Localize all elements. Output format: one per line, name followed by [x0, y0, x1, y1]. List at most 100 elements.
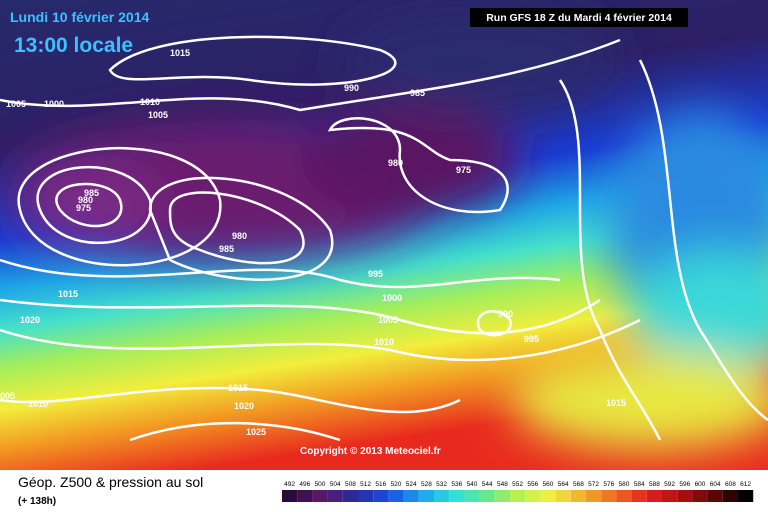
scale-label: 592 — [664, 481, 675, 488]
scale-swatch — [510, 490, 526, 502]
isobar-label: 975 — [76, 203, 91, 213]
scale-label: 564 — [558, 481, 569, 488]
scale-label: 572 — [588, 481, 599, 488]
isobar-label: 1015 — [606, 398, 626, 408]
scale-swatch — [555, 490, 571, 502]
isobar-label: 1020 — [20, 315, 40, 325]
scale-label: 516 — [375, 481, 386, 488]
scale-swatch — [388, 490, 404, 502]
run-box — [470, 8, 688, 27]
scale-swatch — [373, 490, 389, 502]
scale-swatch — [662, 490, 678, 502]
scale-label: 500 — [315, 481, 326, 488]
isobar-label: 1010 — [374, 337, 394, 347]
isobars — [0, 35, 768, 442]
scale-swatch — [646, 490, 662, 502]
isobar-label: 985 — [84, 188, 99, 198]
isobar-label: 975 — [456, 165, 471, 175]
scale-label: 508 — [345, 481, 356, 488]
scale-swatch — [403, 490, 419, 502]
isobar-label: 980 — [232, 231, 247, 241]
scale-swatch — [449, 490, 465, 502]
scale-label: 556 — [527, 481, 538, 488]
isobar-label: 1015 — [228, 383, 248, 393]
scale-swatch — [586, 490, 602, 502]
scale-swatch — [707, 490, 723, 502]
scale-swatch — [418, 490, 434, 502]
isobar-label: 1010 — [28, 399, 48, 409]
isobar-label: 980 — [388, 158, 403, 168]
legend-lead: (+ 138h) — [18, 496, 56, 507]
scale-swatch — [631, 490, 647, 502]
field — [0, 0, 768, 470]
scale-label: 496 — [299, 481, 310, 488]
scale-label: 580 — [619, 481, 630, 488]
isobar-label: 990 — [498, 309, 513, 319]
isobar-label: 985 — [410, 88, 425, 98]
scale-label: 608 — [725, 481, 736, 488]
scale-label: 544 — [482, 481, 493, 488]
scale-swatch — [494, 490, 510, 502]
scale-label: 536 — [451, 481, 462, 488]
scale-swatch — [677, 490, 693, 502]
isobar-label: 980 — [78, 195, 93, 205]
color-scale: 492 496 500 504 508 512 516 520 524 528 532 536 540 5… — [282, 481, 754, 502]
scale-label: 548 — [497, 481, 508, 488]
scale-swatch — [479, 490, 495, 502]
isobar-label: 1005 — [378, 315, 398, 325]
isobar-label: 995 — [368, 269, 383, 279]
scale-label: 504 — [330, 481, 341, 488]
scale-swatch — [358, 490, 374, 502]
map-time: 13:00 locale — [14, 34, 133, 57]
scale-swatch — [570, 490, 586, 502]
scale-label: 588 — [649, 481, 660, 488]
isobar-label: 1020 — [234, 401, 254, 411]
scale-swatch — [601, 490, 617, 502]
isobar-label: 1000 — [44, 99, 64, 109]
scale-swatch — [342, 490, 358, 502]
run-info: Run GFS 18 Z du Mardi 4 février 2014 — [486, 12, 672, 24]
scale-swatch — [525, 490, 541, 502]
scale-swatch — [312, 490, 328, 502]
scale-swatch — [722, 490, 738, 502]
isobar-label: 1015 — [170, 48, 190, 58]
scale-label: 524 — [406, 481, 417, 488]
scale-label: 492 — [284, 481, 295, 488]
scale-swatch — [692, 490, 708, 502]
isobar-label: 005 — [0, 391, 15, 401]
scale-label: 596 — [679, 481, 690, 488]
legend-title: Géop. Z500 & pression au sol — [18, 474, 203, 490]
scale-swatch — [297, 490, 313, 502]
isobar-label: 995 — [524, 334, 539, 344]
scale-label: 600 — [695, 481, 706, 488]
map-date: Lundi 10 février 2014 — [10, 9, 150, 25]
scale-label: 540 — [467, 481, 478, 488]
isobar-label: 1025 — [246, 427, 266, 437]
isobar-label: 1000 — [382, 293, 402, 303]
isobar-label: 1005 — [6, 99, 26, 109]
scale-label: 532 — [436, 481, 447, 488]
scale-swatch — [434, 490, 450, 502]
isobar-label: 990 — [344, 83, 359, 93]
scale-swatch — [540, 490, 556, 502]
scale-label: 552 — [512, 481, 523, 488]
isobar-label: 1005 — [148, 110, 168, 120]
scale-label: 568 — [573, 481, 584, 488]
scale-swatch — [327, 490, 343, 502]
isobar-label: 1015 — [58, 289, 78, 299]
scale-label: 576 — [603, 481, 614, 488]
scale-label: 520 — [391, 481, 402, 488]
scale-label: 612 — [740, 481, 751, 488]
isobar-label: 1010 — [140, 97, 160, 107]
isobar-label: 985 — [219, 244, 234, 254]
scale-swatch — [282, 490, 298, 502]
scale-label: 584 — [634, 481, 645, 488]
scale-label: 560 — [543, 481, 554, 488]
scale-swatch — [464, 490, 480, 502]
scale-swatch — [738, 490, 754, 502]
scale-label: 604 — [710, 481, 721, 488]
scale-swatch — [616, 490, 632, 502]
scale-label: 512 — [360, 481, 371, 488]
